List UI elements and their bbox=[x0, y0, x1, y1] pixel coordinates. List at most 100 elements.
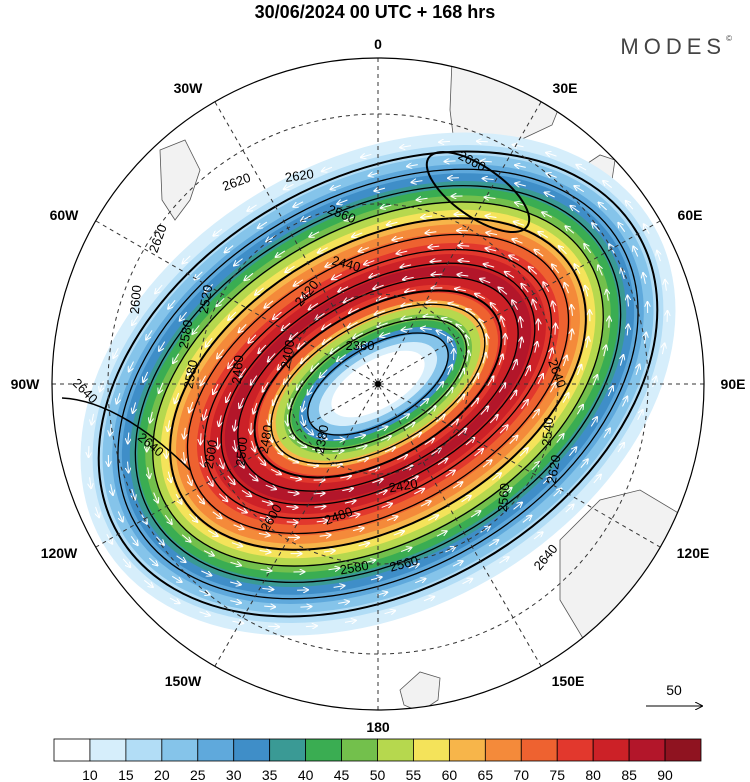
wind-arrow-49 bbox=[640, 333, 650, 344]
wind-arrow-125 bbox=[412, 177, 423, 186]
wind-arrow-375 bbox=[436, 415, 445, 423]
wind-arrow-413 bbox=[377, 321, 388, 328]
wind-arrow-274 bbox=[397, 248, 408, 256]
wind-arrow-431 bbox=[305, 385, 314, 394]
wind-arrow-278 bbox=[509, 252, 520, 261]
wind-arrow-105 bbox=[297, 585, 308, 594]
colorbar-tick-30: 30 bbox=[226, 767, 242, 782]
wind-arrow-318 bbox=[457, 429, 467, 437]
wind-arrow-242 bbox=[486, 228, 498, 238]
wind-arrow-19 bbox=[199, 608, 210, 619]
wind-arrow-306 bbox=[400, 262, 412, 270]
wind-arrow-261 bbox=[236, 507, 247, 516]
wind-arrow-416 bbox=[442, 315, 453, 326]
wind-arrow-268 bbox=[226, 358, 235, 368]
wind-arrow-39 bbox=[439, 137, 451, 146]
wind-arrow-430 bbox=[298, 400, 309, 412]
wind-arrow-262 bbox=[218, 493, 227, 503]
wind-arrow-229 bbox=[180, 452, 189, 463]
wind-arrow-348 bbox=[424, 439, 434, 446]
wind-arrow-428 bbox=[304, 426, 313, 437]
wind-arrow-298 bbox=[215, 415, 226, 426]
wind-arrow-380 bbox=[307, 460, 318, 470]
wind-arrow-153 bbox=[144, 467, 152, 478]
wind-arrow-419 bbox=[449, 349, 459, 361]
wind-arrow-395 bbox=[463, 335, 471, 347]
wind-arrow-222 bbox=[319, 531, 331, 540]
wind-arrow-288 bbox=[407, 476, 418, 482]
wind-arrow-253 bbox=[474, 449, 484, 457]
wind-arrow-223 bbox=[287, 533, 299, 543]
wind-arrow-256 bbox=[381, 502, 392, 509]
wind-arrow-414 bbox=[401, 314, 413, 322]
wind-arrow-2 bbox=[661, 280, 670, 291]
wind-arrow-51 bbox=[622, 397, 630, 407]
wind-arrow-267 bbox=[210, 384, 219, 394]
wind-arrow-252 bbox=[499, 425, 510, 434]
colorbar-tick-55: 55 bbox=[406, 767, 422, 782]
wind-arrow-279 bbox=[529, 265, 538, 275]
wind-arrow-194 bbox=[163, 420, 173, 431]
wind-arrow-230 bbox=[179, 427, 189, 439]
wind-arrow-140 bbox=[502, 488, 512, 496]
meridian-label-120w: 120W bbox=[41, 545, 78, 561]
wind-arrow-248 bbox=[550, 324, 560, 335]
wind-arrow-300 bbox=[237, 368, 247, 377]
wind-arrow-309 bbox=[484, 260, 495, 271]
wind-arrow-169 bbox=[542, 209, 553, 218]
contour-label-10: 2400 bbox=[278, 339, 298, 370]
wind-arrow-437 bbox=[421, 324, 432, 334]
wind-arrow-137 bbox=[576, 405, 586, 415]
wind-arrow-209 bbox=[559, 245, 567, 255]
wind-arrow-112 bbox=[130, 488, 137, 500]
wind-arrow-358 bbox=[250, 402, 261, 413]
wind-arrow-217 bbox=[482, 460, 492, 468]
wind-arrow-272 bbox=[332, 273, 342, 280]
wind-arrow-251 bbox=[521, 400, 530, 410]
wind-arrow-249 bbox=[546, 348, 557, 359]
wind-arrow-434 bbox=[358, 341, 368, 348]
wind-arrow-214 bbox=[549, 383, 559, 393]
wind-arrow-381 bbox=[287, 457, 298, 466]
wind-arrow-374 bbox=[456, 395, 466, 404]
wind-arrow-313 bbox=[517, 317, 526, 329]
wind-arrow-72 bbox=[113, 392, 124, 403]
wind-arrow-188 bbox=[231, 539, 242, 550]
wind-arrow-275 bbox=[428, 242, 440, 251]
colorbar-swatch-3 bbox=[161, 738, 199, 762]
wind-arrow-20 bbox=[169, 597, 180, 606]
contour-label-7: 2580 bbox=[176, 319, 196, 350]
wind-arrow-89 bbox=[618, 222, 626, 233]
colorbar-tick-90: 90 bbox=[657, 767, 673, 782]
wind-arrow-86 bbox=[546, 170, 557, 181]
wind-arrow-255 bbox=[414, 488, 424, 495]
wind-arrow-158 bbox=[190, 325, 200, 334]
wind-arrow-34 bbox=[247, 204, 257, 211]
meridian-label-90w: 90W bbox=[11, 376, 41, 392]
wind-arrow-175 bbox=[582, 337, 592, 348]
meridian-label-60e: 60E bbox=[678, 207, 703, 223]
wind-arrow-70 bbox=[104, 455, 113, 466]
wind-arrow-123 bbox=[337, 199, 348, 206]
colorbar-swatch-14 bbox=[556, 738, 594, 762]
wind-arrow-68 bbox=[117, 511, 123, 521]
wind-arrow-128 bbox=[515, 179, 526, 190]
wind-arrow-221 bbox=[352, 525, 364, 533]
wind-arrow-148 bbox=[230, 559, 241, 570]
wind-arrow-177 bbox=[562, 393, 571, 403]
meridian-label-0: 0 bbox=[374, 36, 382, 52]
wind-arrow-186 bbox=[290, 549, 302, 559]
wind-arrow-182 bbox=[428, 515, 438, 521]
wind-arrow-353 bbox=[290, 473, 301, 483]
wind-arrow-412 bbox=[353, 332, 364, 339]
wind-arrow-48 bbox=[643, 302, 652, 313]
wind-arrow-328 bbox=[231, 439, 240, 451]
wind-arrow-183 bbox=[393, 530, 404, 537]
wind-arrow-47 bbox=[640, 273, 648, 284]
wind-arrow-131 bbox=[592, 222, 600, 232]
wind-arrow-370 bbox=[479, 319, 486, 330]
wind-arrow-64 bbox=[199, 587, 209, 598]
wind-arrow-432 bbox=[318, 369, 328, 378]
wind-arrow-154 bbox=[142, 440, 152, 451]
wind-arrow-436 bbox=[401, 325, 413, 334]
